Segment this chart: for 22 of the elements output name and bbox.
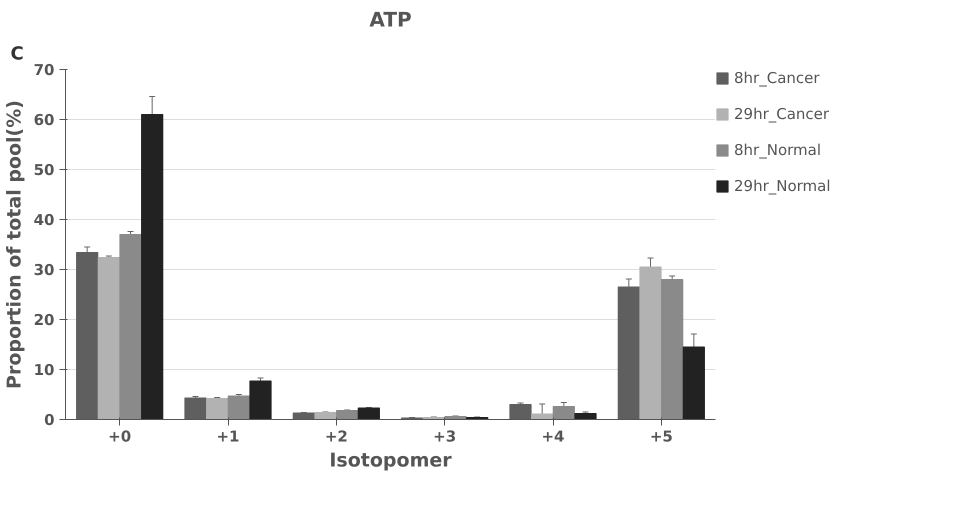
y-tick-label: 50 <box>34 161 54 179</box>
x-tick-label: +4 <box>541 428 565 446</box>
text: C <box>10 44 24 64</box>
y-tick-label: 60 <box>34 111 54 129</box>
legend-label: 8hr_Normal <box>734 141 821 159</box>
x-tick-label: +3 <box>433 428 456 446</box>
x-tick-label: +1 <box>216 428 240 446</box>
legend-label: 29hr_Cancer <box>734 105 830 123</box>
y-tick-label: 10 <box>34 361 54 379</box>
legend-label: 8hr_Cancer <box>734 69 820 87</box>
x-axis-title: Isotopomer <box>329 450 452 472</box>
y-tick-label: 40 <box>34 211 54 229</box>
y-tick-label: 70 <box>34 61 54 79</box>
x-tick-label: +2 <box>324 428 348 446</box>
y-axis-title: Proportion of total pool(%) <box>4 100 26 389</box>
x-tick-label: +5 <box>650 428 673 446</box>
y-tick-label: 30 <box>34 261 54 279</box>
chart-title: ATP <box>369 8 412 32</box>
legend-label: 29hr_Normal <box>734 177 831 195</box>
x-tick-label: +0 <box>108 428 132 446</box>
y-tick-label: 20 <box>34 311 54 329</box>
y-tick-label: 0 <box>44 411 54 429</box>
